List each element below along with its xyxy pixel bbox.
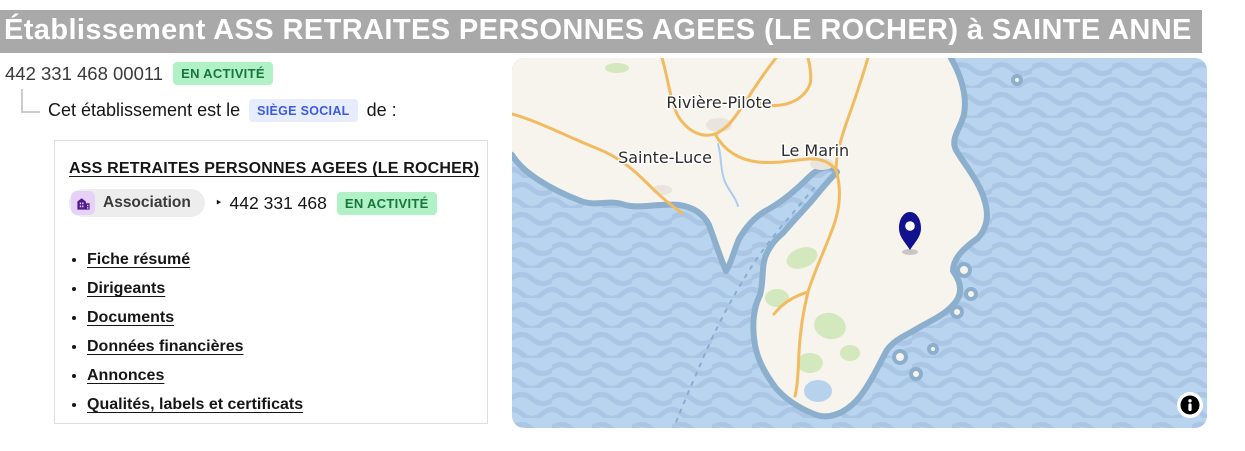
association-tag-label: Association xyxy=(103,194,191,211)
association-tag: Association xyxy=(69,189,205,217)
link-dirigeants[interactable]: Dirigeants xyxy=(87,280,166,297)
map-land xyxy=(512,58,990,420)
list-item: Fiche résumé xyxy=(87,251,473,269)
vegetation-areas xyxy=(605,63,860,373)
lagoon xyxy=(804,380,832,402)
tree-connector xyxy=(21,89,40,113)
map[interactable]: Rivière-Pilote Sainte-Luce Le Marin xyxy=(512,58,1207,428)
page-title: Établissement ASS RETRAITES PERSONNES AG… xyxy=(0,10,1202,53)
status-badge: EN ACTIVITÉ xyxy=(173,62,273,85)
company-card: ASS RETRAITES PERSONNES AGEES (LE ROCHER… xyxy=(54,140,488,424)
relation-suffix: de : xyxy=(366,100,397,120)
location-pin-icon xyxy=(899,212,921,255)
ferry-route-line xyxy=(673,187,815,428)
card-status-badge: EN ACTIVITÉ xyxy=(336,191,437,215)
river xyxy=(717,143,739,207)
link-documents[interactable]: Documents xyxy=(87,309,175,326)
town-label-le-marin: Le Marin xyxy=(781,141,849,160)
building-icon xyxy=(71,191,95,215)
siret-number: 442 331 468 00011 xyxy=(5,62,164,84)
islands xyxy=(892,74,1023,381)
link-donnees-financieres[interactable]: Données financières xyxy=(87,338,244,355)
list-item: Annonces xyxy=(87,367,473,385)
link-fiche-resume[interactable]: Fiche résumé xyxy=(87,251,191,268)
siren-number: 442 331 468 xyxy=(229,192,327,213)
list-item: Documents xyxy=(87,309,473,327)
link-qualites-labels-certificats[interactable]: Qualités, labels et certificats xyxy=(87,396,304,413)
attribution-info-icon[interactable] xyxy=(1177,392,1203,418)
company-tag-row: Association ‣ 442 331 468 EN ACTIVITÉ xyxy=(69,189,473,217)
link-annonces[interactable]: Annonces xyxy=(87,367,165,384)
siret-line: 442 331 468 00011 EN ACTIVITÉ xyxy=(5,62,273,85)
siege-social-badge: SIÈGE SOCIAL xyxy=(249,99,358,122)
town-label-riviere-pilote: Rivière-Pilote xyxy=(666,93,771,112)
town-label-sainte-luce: Sainte-Luce xyxy=(618,148,712,167)
list-item: Données financières xyxy=(87,338,473,356)
list-item: Qualités, labels et certificats xyxy=(87,396,473,414)
roads xyxy=(512,58,870,398)
siren-bullet: ‣ xyxy=(214,195,223,210)
company-links-list: Fiche résumé Dirigeants Documents Donnée… xyxy=(69,251,473,414)
company-name-link[interactable]: ASS RETRAITES PERSONNES AGEES (LE ROCHER… xyxy=(69,160,480,177)
list-item: Dirigeants xyxy=(87,280,473,298)
relation-line: Cet établissement est le SIÈGE SOCIAL de… xyxy=(48,99,397,122)
relation-prefix: Cet établissement est le xyxy=(48,100,241,120)
siren-part: ‣ 442 331 468 xyxy=(215,193,327,214)
